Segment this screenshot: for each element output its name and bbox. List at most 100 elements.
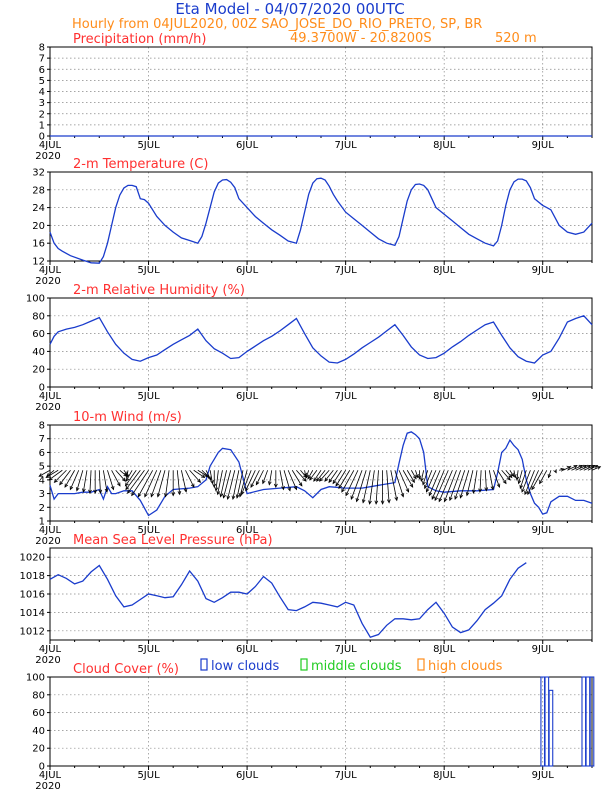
wind-arrowhead bbox=[241, 490, 245, 496]
wind-arrowhead bbox=[438, 497, 443, 503]
series-line bbox=[49, 315, 593, 364]
wind-arrow bbox=[291, 470, 303, 487]
wind-arrow bbox=[497, 470, 507, 484]
wind-arrow bbox=[307, 470, 314, 479]
y-tick-label: 28 bbox=[32, 185, 45, 196]
wind-arrow bbox=[111, 470, 121, 487]
wind-arrowhead bbox=[547, 473, 552, 479]
x-tick-label: 5JUL bbox=[137, 525, 160, 536]
wind-arrow bbox=[513, 470, 516, 478]
legend-middle-clouds-swatch bbox=[300, 658, 308, 671]
x-tick-label: 8JUL bbox=[433, 525, 456, 536]
y-tick-label: 60 bbox=[32, 708, 45, 719]
wind-arrow bbox=[509, 470, 514, 477]
x-tick-label: 9JUL bbox=[532, 391, 555, 402]
wind-arrowhead bbox=[298, 482, 303, 487]
wind-arrow bbox=[125, 470, 141, 490]
wind-arrowhead bbox=[412, 475, 417, 480]
x-tick-label: 4JUL bbox=[39, 644, 62, 655]
x-tick-label: 7JUL bbox=[335, 525, 358, 536]
wind-arrow bbox=[548, 470, 552, 478]
y-tick-label: 80 bbox=[32, 690, 45, 701]
x-tick-label: 9JUL bbox=[532, 265, 555, 276]
wind-arrowhead bbox=[131, 491, 136, 497]
wind-arrowhead bbox=[293, 485, 298, 491]
wind-arrow bbox=[345, 470, 359, 496]
wind-arrowhead bbox=[472, 489, 476, 495]
wind-arrowhead bbox=[59, 481, 63, 486]
wind-arrowhead bbox=[216, 490, 221, 496]
y-tick-label: 1012 bbox=[20, 626, 45, 637]
wind-arrowhead bbox=[273, 483, 278, 489]
header-coords: 49.3700W - 20.8200S bbox=[290, 31, 432, 46]
year-label: 2020 bbox=[35, 536, 60, 547]
wind-arrowhead bbox=[434, 496, 439, 502]
legend-low-clouds-swatch bbox=[200, 658, 208, 671]
wind-arrowhead bbox=[125, 473, 130, 479]
wind-arrowhead bbox=[496, 483, 501, 488]
wind-arrowhead bbox=[443, 497, 448, 503]
wind-arrow bbox=[313, 470, 322, 482]
wind-arrow bbox=[223, 470, 232, 498]
wind-arrowhead bbox=[212, 483, 217, 489]
wind-arrowhead bbox=[524, 490, 528, 496]
wind-arrow bbox=[422, 470, 429, 485]
wind-arrowhead bbox=[560, 467, 565, 472]
wind-arrow bbox=[406, 470, 415, 483]
wind-arrow bbox=[215, 470, 219, 491]
x-tick-label: 8JUL bbox=[433, 391, 456, 402]
y-tick-label: 2 bbox=[39, 503, 45, 514]
y-tick-label: 24 bbox=[32, 203, 45, 214]
wind-arrow bbox=[571, 465, 583, 471]
x-tick-label: 9JUL bbox=[532, 140, 555, 151]
wind-arrowhead bbox=[250, 483, 255, 488]
wind-arrowhead bbox=[164, 493, 168, 498]
wind-arrowhead bbox=[411, 478, 415, 484]
wind-arrow bbox=[268, 470, 273, 485]
wind-arrow bbox=[519, 470, 527, 489]
wind-arrow bbox=[518, 470, 523, 484]
y-tick-label: 0 bbox=[39, 762, 45, 773]
wind-arrowhead bbox=[75, 487, 80, 492]
wind-arrowhead bbox=[573, 465, 578, 469]
wind-arrowhead bbox=[341, 488, 345, 493]
panel-title: 10-m Wind (m/s) bbox=[73, 410, 182, 425]
wind-arrow bbox=[575, 465, 587, 471]
wind-arrow bbox=[241, 470, 252, 495]
wind-arrowhead bbox=[449, 496, 453, 502]
wind-arrow bbox=[76, 470, 84, 491]
wind-arrow bbox=[341, 470, 355, 493]
wind-arrow bbox=[493, 470, 500, 488]
wind-arrowhead bbox=[368, 500, 372, 505]
wind-arrow bbox=[127, 470, 145, 494]
wind-arrow bbox=[338, 470, 351, 489]
wind-arrowhead bbox=[332, 479, 337, 485]
wind-arrowhead bbox=[137, 493, 142, 498]
y-tick-label: 100 bbox=[26, 294, 45, 305]
wind-arrowhead bbox=[424, 484, 428, 490]
wind-arrowhead bbox=[104, 488, 109, 493]
wind-arrowhead bbox=[324, 477, 329, 482]
wind-arrow bbox=[362, 470, 371, 503]
wind-arrow bbox=[209, 470, 213, 484]
wind-arrow bbox=[46, 469, 59, 478]
panel-3: 0 20 40 60 80 100 4JUL 5JUL 6JUL 7JUL 8JUL 9JUL 2020… bbox=[26, 283, 593, 413]
wind-arrowhead bbox=[38, 473, 43, 477]
wind-arrowhead bbox=[64, 483, 69, 488]
y-tick-label: 8 bbox=[39, 421, 45, 432]
y-tick-label: 1020 bbox=[20, 553, 45, 564]
x-tick-label: 4JUL bbox=[39, 140, 62, 151]
wind-arrow bbox=[262, 470, 268, 484]
wind-arrowhead bbox=[144, 493, 148, 498]
year-label: 2020 bbox=[35, 402, 60, 413]
panel-5: 1012 1014 1016 1018 1020 4JUL 5JUL 6JUL 7JUL 8JUL… bbox=[20, 533, 593, 666]
wind-arrowhead bbox=[394, 496, 399, 502]
wind-arrowhead bbox=[386, 499, 391, 504]
wind-arrowhead bbox=[578, 464, 584, 469]
wind-arrowhead bbox=[318, 477, 323, 482]
x-tick-label: 6JUL bbox=[236, 391, 259, 402]
wind-arrow bbox=[193, 469, 205, 478]
wind-arrow bbox=[296, 469, 307, 482]
wind-arrow bbox=[131, 470, 149, 496]
